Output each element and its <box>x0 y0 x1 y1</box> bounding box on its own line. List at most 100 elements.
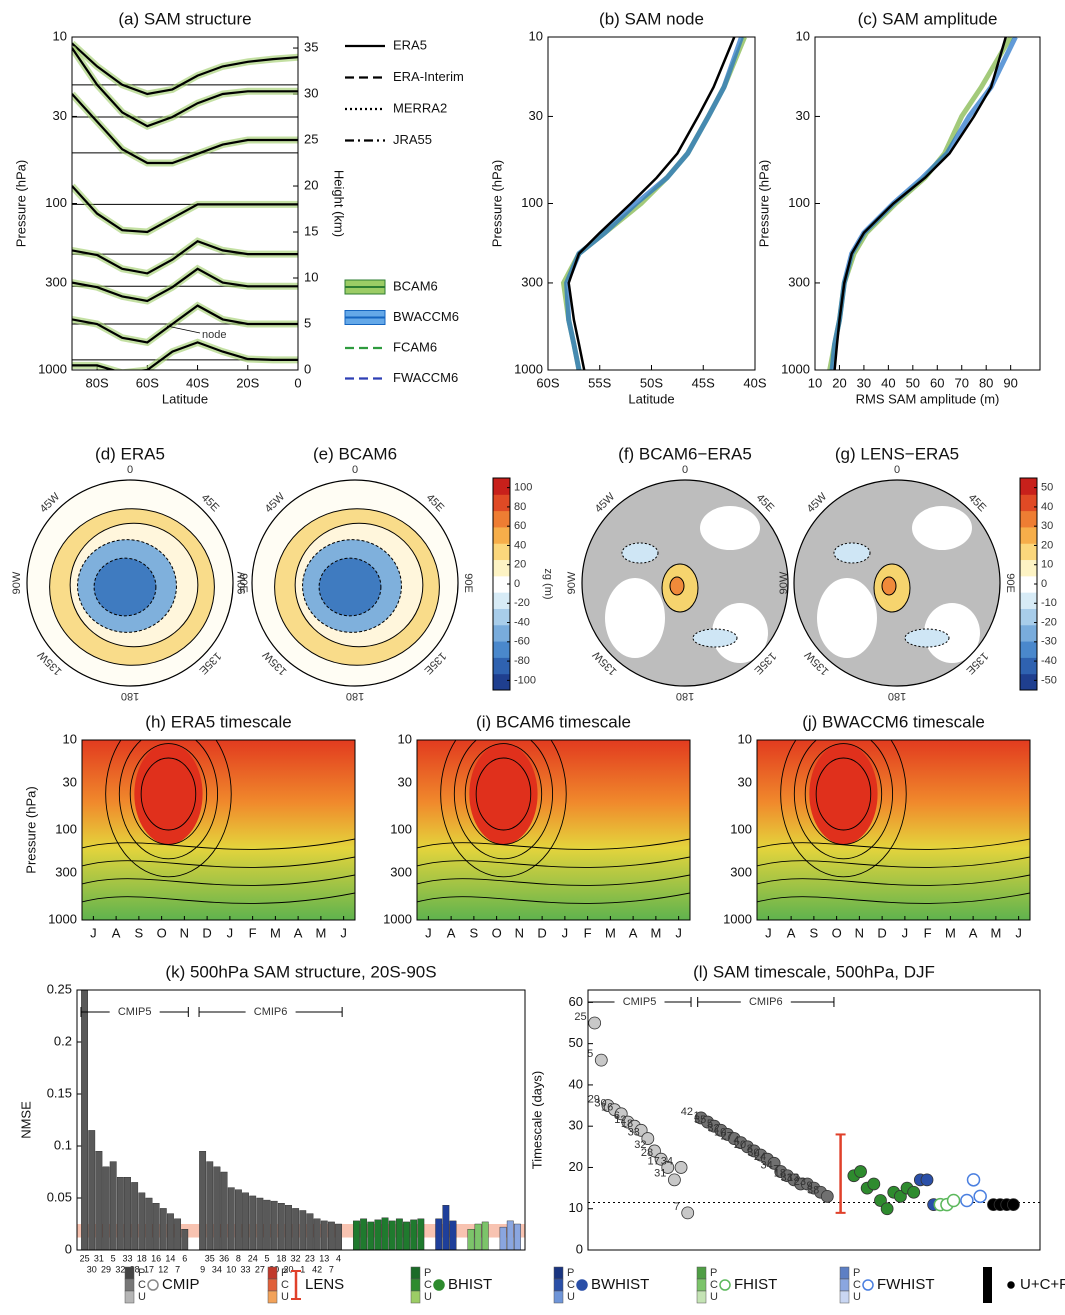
colorbar-tick-label: 20 <box>1041 539 1053 551</box>
point-label: 10 <box>714 1126 726 1138</box>
point-label: 24 <box>754 1151 766 1163</box>
colorbar-tick-label: -80 <box>514 655 530 667</box>
x-tick-label: A <box>787 925 796 940</box>
x-tick-label: 0 <box>294 375 301 390</box>
bar <box>381 1217 389 1250</box>
bar <box>449 1220 457 1250</box>
key-swatch <box>696 1266 707 1280</box>
bar <box>374 1219 382 1250</box>
longitude-label: 90W <box>11 571 23 594</box>
bar <box>167 1213 174 1250</box>
map-outline <box>251 479 459 687</box>
key-level: U <box>424 1291 432 1303</box>
point <box>880 1202 894 1216</box>
bar <box>514 1223 521 1250</box>
contour <box>464 743 543 845</box>
bar <box>131 1182 139 1250</box>
y-tick-label: 1000 <box>514 361 543 376</box>
colorbar-segment <box>1020 673 1037 691</box>
legend-label: MERRA2 <box>393 100 447 115</box>
panel-title: (g) LENS−ERA5 <box>835 444 959 463</box>
plot-frame <box>416 739 691 921</box>
x-tick-label: 40 <box>881 375 895 390</box>
bar <box>299 1210 307 1250</box>
insignificant <box>700 506 760 550</box>
x-tick-label: 90 <box>1003 375 1017 390</box>
y2-tick-label: 5 <box>304 315 311 330</box>
colorbar-segment <box>493 641 510 658</box>
point <box>594 1053 608 1067</box>
x-tick-label: A <box>447 925 456 940</box>
colorbar-tick-label: 80 <box>514 501 526 513</box>
x-tick-label: M <box>945 925 956 940</box>
x-tick-label: 40S <box>186 375 209 390</box>
y-tick-label: 30 <box>569 1118 583 1133</box>
key-level: C <box>281 1279 289 1291</box>
y-tick-label: 30 <box>63 774 77 789</box>
point-label: 28 <box>641 1147 653 1159</box>
x-tick-label: D <box>537 925 546 940</box>
x-axis-label: RMS SAM amplitude (m) <box>856 391 1000 406</box>
contour <box>453 740 554 860</box>
point-label: 9 <box>807 1180 813 1192</box>
key-swatch <box>696 1290 707 1304</box>
x-tick-label: 50S <box>640 375 663 390</box>
plot-frame <box>76 989 526 1251</box>
plot-area <box>588 990 1040 1250</box>
colorbar-tick-label: 60 <box>514 520 526 532</box>
key-swatch <box>124 1290 135 1304</box>
longitude-label: 90E <box>237 573 249 593</box>
y-tick-label: 30 <box>738 774 752 789</box>
contour <box>82 838 355 850</box>
point-label: 1 <box>694 1110 700 1122</box>
key-level: U <box>281 1291 289 1303</box>
contour <box>815 757 872 831</box>
high-timescale <box>469 743 538 845</box>
legend-label: ERA5 <box>393 37 427 52</box>
point-label: 34 <box>661 1155 673 1167</box>
colorbar-segment <box>493 608 510 626</box>
y-tick-label: 20 <box>569 1159 583 1174</box>
point <box>1007 1198 1020 1212</box>
x-tick-label: 42 <box>312 1264 322 1274</box>
field <box>417 740 690 920</box>
x-tick-label: 40S <box>743 375 766 390</box>
y-tick-label: 300 <box>45 274 67 289</box>
colorbar-segment <box>493 624 510 642</box>
y2-tick-label: 35 <box>304 39 318 54</box>
negative-anomaly <box>904 628 950 648</box>
x-tick-label: 10 <box>808 375 822 390</box>
series-line <box>567 37 736 370</box>
point-label: 42 <box>681 1106 693 1118</box>
x-tick-label: 24 <box>248 1253 258 1263</box>
profile-line <box>72 304 298 344</box>
x-tick-label: S <box>135 925 144 940</box>
bar <box>159 1208 167 1250</box>
y-tick-label: 1000 <box>723 911 752 926</box>
y-tick-label: 30 <box>796 108 810 123</box>
bar <box>242 1192 249 1250</box>
x-tick-label: 20S <box>236 375 259 390</box>
colorbar-segment <box>493 526 510 544</box>
key-label: CMIP <box>162 1276 200 1293</box>
x-tick-label: 31 <box>94 1253 104 1263</box>
y-tick-label: 0.15 <box>47 1085 72 1100</box>
contour <box>82 874 355 886</box>
x-tick-label: 27 <box>255 1264 265 1274</box>
point-label: 30 <box>594 1098 606 1110</box>
bar <box>395 1218 403 1250</box>
y-tick-label: 10 <box>53 28 67 43</box>
point <box>966 1173 981 1187</box>
contour <box>757 874 1030 886</box>
y-tick-label: 1000 <box>48 911 77 926</box>
point <box>681 1206 695 1220</box>
bar <box>277 1202 285 1250</box>
x-tick-label: 7 <box>175 1264 180 1274</box>
x-tick-label: 80S <box>86 375 109 390</box>
colorbar-tick-label: 50 <box>1041 482 1053 494</box>
point-label: 12 <box>614 1114 626 1126</box>
point-label: 35 <box>694 1114 706 1126</box>
colorbar-tick-label: 10 <box>1041 559 1053 571</box>
x-tick-label: 55S <box>588 375 611 390</box>
